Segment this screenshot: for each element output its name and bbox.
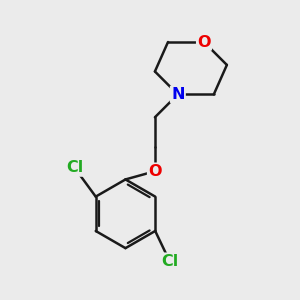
Text: Cl: Cl xyxy=(161,254,178,269)
Text: N: N xyxy=(171,87,184,102)
Text: O: O xyxy=(148,164,162,179)
Text: Cl: Cl xyxy=(66,160,83,175)
Text: O: O xyxy=(197,34,211,50)
